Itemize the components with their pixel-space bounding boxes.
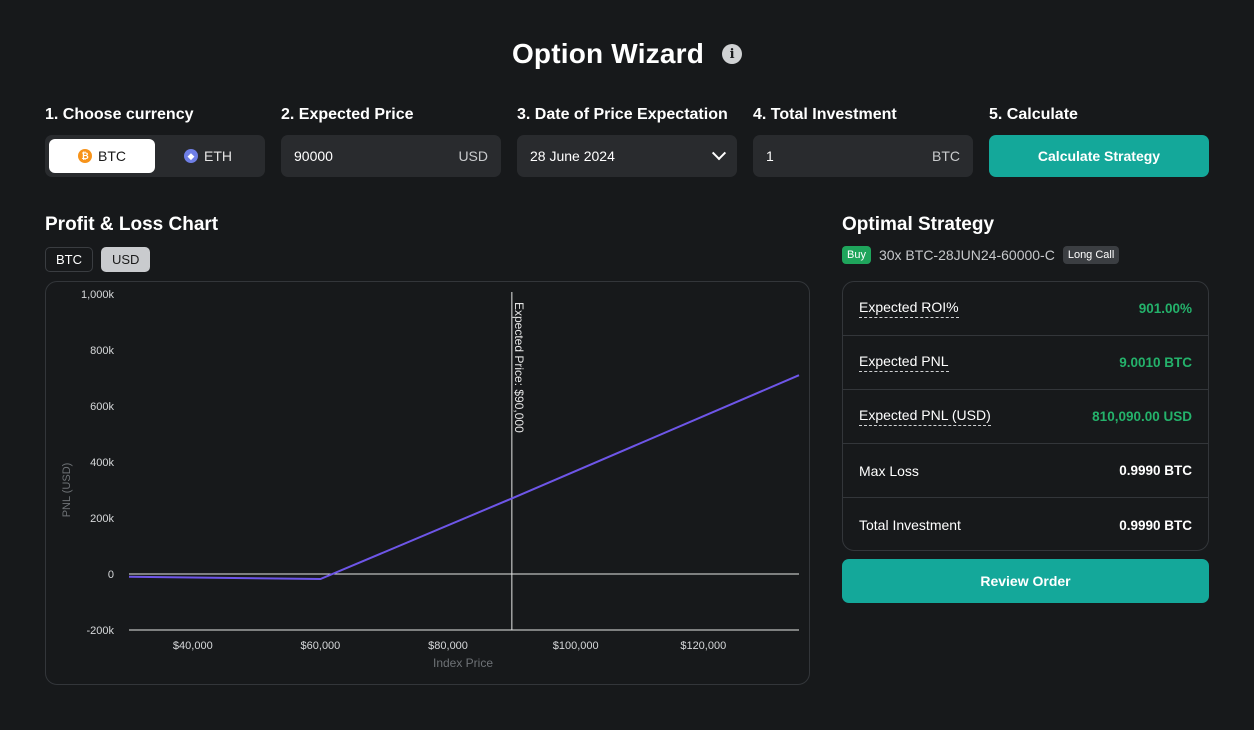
expected-price-label: Expected Price: $90,000 bbox=[512, 302, 526, 433]
y-tick-label: 800k bbox=[90, 345, 114, 357]
metric-row: Expected ROI% 901.00% bbox=[843, 282, 1208, 336]
chevron-down-icon bbox=[711, 146, 727, 161]
step-calculate: 5. Calculate Calculate Strategy bbox=[989, 106, 1209, 177]
date-select[interactable]: 28 June 2024 bbox=[517, 135, 737, 177]
step-currency: 1. Choose currency ₿ BTC ◆ ETH bbox=[45, 106, 265, 177]
pnl-chart-svg: -200k 0 200k 400k 600k 800k 1,000k $40,000 $60,… bbox=[61, 289, 800, 670]
strategy-metrics: Expected ROI% 901.00% Expected PNL 9.001… bbox=[842, 281, 1209, 551]
expected-price-input[interactable]: 90000 USD bbox=[281, 135, 501, 177]
metric-label: Max Loss bbox=[859, 462, 919, 479]
currency-label: BTC bbox=[98, 148, 126, 164]
x-tick-label: $40,000 bbox=[173, 640, 213, 652]
y-tick-label: 1,000k bbox=[81, 289, 115, 301]
y-tick-label: 0 bbox=[108, 569, 114, 581]
currency-selector: ₿ BTC ◆ ETH bbox=[45, 135, 265, 177]
y-tick-label: 200k bbox=[90, 513, 114, 525]
metric-row: Expected PNL 9.0010 BTC bbox=[843, 336, 1208, 390]
metric-label[interactable]: Expected PNL (USD) bbox=[859, 407, 991, 426]
x-tick-label: $80,000 bbox=[428, 640, 468, 652]
metric-row: Total Investment 0.9990 BTC bbox=[843, 498, 1208, 550]
info-icon[interactable]: i bbox=[722, 44, 743, 64]
pnl-series-line bbox=[128, 374, 800, 581]
step-label: 5. Calculate bbox=[989, 106, 1078, 123]
step-date: 3. Date of Price Expectation 28 June 202… bbox=[517, 106, 737, 177]
metric-label[interactable]: Expected ROI% bbox=[859, 299, 959, 318]
metric-value: 810,090.00 USD bbox=[1092, 409, 1192, 424]
currency-label: ETH bbox=[204, 148, 232, 164]
x-axis-label: Index Price bbox=[433, 656, 493, 670]
investment-input[interactable]: 1 BTC bbox=[753, 135, 973, 177]
y-tick-label: -200k bbox=[86, 625, 114, 637]
step-expected-price: 2. Expected Price 90000 USD bbox=[281, 106, 501, 177]
step-label: 1. Choose currency bbox=[45, 106, 194, 123]
unit-toggle: BTC USD bbox=[45, 247, 151, 272]
step-label: 2. Expected Price bbox=[281, 106, 414, 123]
y-tick-label: 600k bbox=[90, 401, 114, 413]
metric-value: 9.0010 BTC bbox=[1119, 355, 1192, 370]
metric-label[interactable]: Expected PNL bbox=[859, 353, 949, 372]
strategy-title: Optimal Strategy bbox=[842, 214, 995, 235]
expected-price-value: 90000 bbox=[294, 148, 333, 164]
review-order-button[interactable]: Review Order bbox=[842, 559, 1209, 603]
buy-badge: Buy bbox=[842, 246, 871, 264]
strategy-type-badge: Long Call bbox=[1062, 246, 1120, 264]
investment-value: 1 bbox=[766, 148, 774, 164]
x-tick-label: $100,000 bbox=[553, 640, 599, 652]
strategy-summary: Buy 30x BTC-28JUN24-60000-C Long Call bbox=[842, 246, 1120, 264]
metric-value: 0.9990 BTC bbox=[1119, 463, 1192, 478]
calculate-strategy-button[interactable]: Calculate Strategy bbox=[989, 135, 1209, 177]
instrument-name: 30x BTC-28JUN24-60000-C bbox=[878, 247, 1055, 263]
step-label: 3. Date of Price Expectation bbox=[517, 106, 728, 123]
toggle-btc[interactable]: BTC bbox=[45, 247, 93, 272]
ethereum-icon: ◆ bbox=[184, 149, 198, 163]
x-tick-label: $60,000 bbox=[301, 640, 341, 652]
y-tick-label: 400k bbox=[90, 457, 114, 469]
date-value: 28 June 2024 bbox=[530, 148, 615, 164]
metric-row: Max Loss 0.9990 BTC bbox=[843, 444, 1208, 498]
currency-btc-button[interactable]: ₿ BTC bbox=[49, 139, 155, 173]
step-investment: 4. Total Investment 1 BTC bbox=[753, 106, 973, 177]
y-axis-label: PNL (USD) bbox=[61, 463, 73, 518]
metric-label: Total Investment bbox=[859, 517, 961, 533]
metric-row: Expected PNL (USD) 810,090.00 USD bbox=[843, 390, 1208, 444]
toggle-usd[interactable]: USD bbox=[101, 247, 151, 272]
investment-unit: BTC bbox=[932, 148, 960, 164]
step-label: 4. Total Investment bbox=[753, 106, 897, 123]
metric-value: 0.9990 BTC bbox=[1119, 517, 1192, 533]
header: Option Wizard i bbox=[0, 38, 1254, 70]
currency-eth-button[interactable]: ◆ ETH bbox=[155, 139, 261, 173]
page-title: Option Wizard bbox=[511, 38, 705, 69]
pnl-chart: -200k 0 200k 400k 600k 800k 1,000k $40,000 $60,… bbox=[45, 281, 810, 685]
metric-value: 901.00% bbox=[1138, 301, 1192, 316]
chart-title: Profit & Loss Chart bbox=[45, 214, 219, 235]
price-unit: USD bbox=[458, 148, 488, 164]
x-tick-label: $120,000 bbox=[680, 640, 726, 652]
bitcoin-icon: ₿ bbox=[78, 149, 92, 163]
